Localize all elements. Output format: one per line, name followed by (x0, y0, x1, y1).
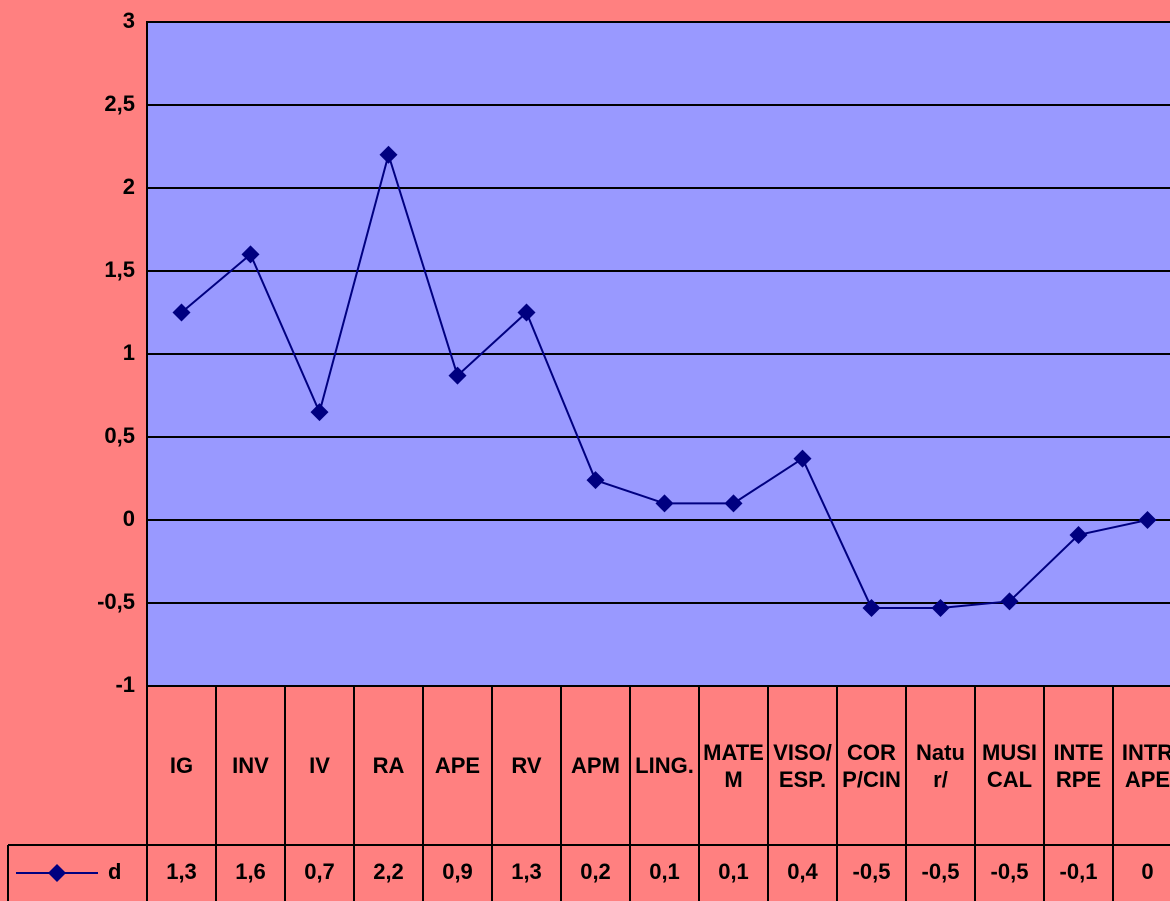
marker (724, 494, 743, 513)
category-cell: INTRAPE (1121, 739, 1170, 792)
y-tick-label: 1 (123, 340, 135, 365)
x-tick-label: MUSICAL (982, 739, 1037, 792)
category-cell: VISO/ESP. (773, 739, 832, 792)
marker (1000, 592, 1019, 611)
data-label: 0 (1141, 859, 1153, 884)
y-tick-label: 0 (123, 506, 135, 531)
y-tick-label: 2 (123, 174, 135, 199)
marker (448, 366, 467, 385)
x-tick-label: APM (571, 753, 620, 778)
data-label: 1,3 (511, 859, 542, 884)
legend-label: d (108, 859, 121, 884)
marker (1069, 525, 1088, 544)
category-cell: INTERPE (1053, 739, 1104, 792)
data-label: -0,5 (853, 859, 891, 884)
marker (655, 494, 674, 513)
x-tick-label: INTRAPE (1121, 739, 1170, 792)
marker (862, 598, 881, 617)
x-tick-label: RV (511, 753, 542, 778)
marker (793, 449, 812, 468)
category-cell: RA (372, 753, 405, 778)
category-cell: LING. (635, 753, 694, 778)
category-cell: MATEM (703, 739, 764, 792)
data-label: 1,6 (235, 859, 266, 884)
marker (931, 598, 950, 617)
x-tick-label: RA (372, 753, 405, 778)
data-label: 0,4 (787, 859, 818, 884)
x-tick-label: VISO/ESP. (773, 739, 832, 792)
y-tick-label: 2,5 (104, 91, 135, 116)
data-label: 2,2 (373, 859, 404, 884)
category-cell: APM (571, 753, 620, 778)
x-tick-label: IG (169, 753, 194, 778)
marker (172, 303, 191, 322)
x-tick-label: APE (434, 753, 481, 778)
marker (310, 403, 329, 422)
category-cell: RV (511, 753, 542, 778)
x-tick-label: INV (232, 753, 269, 778)
x-tick-label: MATEM (703, 739, 764, 792)
x-tick-label: Natur/ (916, 739, 965, 792)
data-label: -0,1 (1060, 859, 1098, 884)
y-tick-label: 0,5 (104, 423, 135, 448)
data-label: -0,5 (922, 859, 960, 884)
category-cell: CORP/CIN (842, 739, 901, 792)
data-label: 1,3 (166, 859, 197, 884)
marker (517, 303, 536, 322)
marker (586, 471, 605, 490)
category-cell: IG (169, 753, 194, 778)
category-cell: Natur/ (916, 739, 965, 792)
data-label: 0,9 (442, 859, 473, 884)
category-cell: INV (232, 753, 269, 778)
category-cell: MUSICAL (982, 739, 1037, 792)
x-tick-label: LING. (635, 753, 694, 778)
data-label: 0,2 (580, 859, 611, 884)
category-cell: IV (309, 753, 330, 778)
x-tick-label: IV (309, 753, 330, 778)
y-tick-label: -0,5 (97, 589, 135, 614)
marker (1138, 511, 1157, 529)
x-tick-label: CORP/CIN (842, 739, 901, 792)
data-label: -0,5 (991, 859, 1029, 884)
data-label: 0,1 (718, 859, 749, 884)
category-cell: APE (434, 753, 481, 778)
x-tick-label: INTERPE (1053, 739, 1104, 792)
y-tick-label: 3 (123, 8, 135, 33)
data-label: 0,7 (304, 859, 335, 884)
y-tick-label: 1,5 (104, 257, 135, 282)
y-tick-label: -1 (115, 672, 135, 697)
data-label: 0,1 (649, 859, 680, 884)
marker (379, 145, 398, 164)
marker (241, 245, 260, 264)
legend-marker (48, 864, 66, 882)
